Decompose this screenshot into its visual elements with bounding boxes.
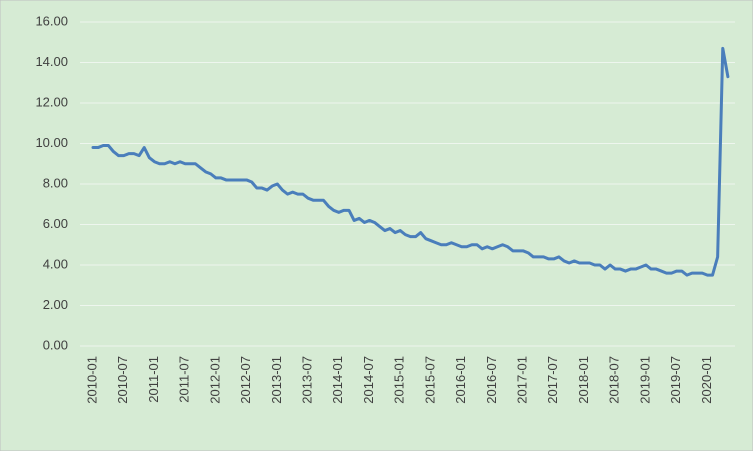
x-tick-label: 2013-07 bbox=[299, 356, 314, 404]
x-tick-label: 2019-07 bbox=[668, 356, 683, 404]
x-tick-label: 2020-01 bbox=[699, 356, 714, 404]
x-tick-label: 2014-07 bbox=[361, 356, 376, 404]
y-tick-label: 6.00 bbox=[43, 216, 68, 231]
x-tick-label: 2019-01 bbox=[637, 356, 652, 404]
x-tick-label: 2018-01 bbox=[576, 356, 591, 404]
x-tick-label: 2012-07 bbox=[238, 356, 253, 404]
y-tick-label: 12.00 bbox=[35, 94, 68, 109]
y-tick-label: 2.00 bbox=[43, 297, 68, 312]
x-tick-label: 2010-01 bbox=[84, 356, 99, 404]
x-tick-label: 2014-01 bbox=[330, 356, 345, 404]
x-tick-label: 2017-07 bbox=[545, 356, 560, 404]
y-tick-label: 4.00 bbox=[43, 256, 68, 271]
y-tick-label: 8.00 bbox=[43, 175, 68, 190]
x-tick-label: 2015-07 bbox=[422, 356, 437, 404]
x-tick-label: 2012-01 bbox=[207, 356, 222, 404]
x-tick-label: 2016-01 bbox=[453, 356, 468, 404]
y-tick-label: 10.00 bbox=[35, 135, 68, 150]
x-tick-label: 2011-01 bbox=[146, 356, 161, 403]
x-tick-label: 2010-07 bbox=[115, 356, 130, 404]
x-tick-label: 2015-01 bbox=[392, 356, 407, 404]
data-line bbox=[91, 46, 730, 277]
x-tick-label: 2013-01 bbox=[269, 356, 284, 404]
x-tick-label: 2018-07 bbox=[607, 356, 622, 404]
x-tick-label: 2017-01 bbox=[515, 356, 530, 404]
y-tick-label: 16.00 bbox=[35, 13, 68, 28]
x-tick-label: 2011-07 bbox=[177, 356, 192, 403]
y-tick-label: 14.00 bbox=[35, 54, 68, 69]
x-tick-label: 2016-07 bbox=[484, 356, 499, 404]
y-tick-label: 0.00 bbox=[43, 337, 68, 352]
